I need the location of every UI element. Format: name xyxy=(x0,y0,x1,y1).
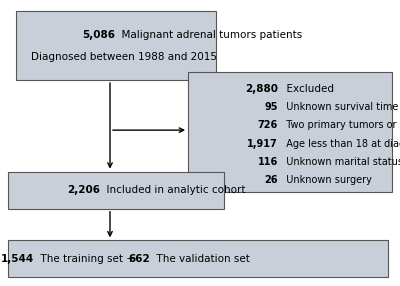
FancyBboxPatch shape xyxy=(188,72,392,192)
Text: 1,917: 1,917 xyxy=(247,139,278,148)
Text: 1,544: 1,544 xyxy=(1,254,34,264)
Text: The validation set: The validation set xyxy=(150,254,250,264)
Text: Included in analytic cohort: Included in analytic cohort xyxy=(100,185,246,195)
Text: 5,086: 5,086 xyxy=(82,30,115,40)
Text: Excluded: Excluded xyxy=(280,84,334,94)
Text: The training set +: The training set + xyxy=(34,254,138,264)
FancyBboxPatch shape xyxy=(16,11,216,80)
Text: Unknown surgery: Unknown surgery xyxy=(280,175,372,185)
Text: Two primary tumors or more: Two primary tumors or more xyxy=(280,120,400,130)
Text: 2,880: 2,880 xyxy=(245,84,278,94)
Text: 116: 116 xyxy=(258,157,278,167)
Text: 662: 662 xyxy=(128,254,150,264)
Text: Diagnosed between 1988 and 2015: Diagnosed between 1988 and 2015 xyxy=(31,52,217,61)
Text: Malignant adrenal tumors patients: Malignant adrenal tumors patients xyxy=(115,30,302,40)
Text: Unknown survival time: Unknown survival time xyxy=(280,102,398,112)
Text: 26: 26 xyxy=(264,175,278,185)
Text: 95: 95 xyxy=(264,102,278,112)
Text: 726: 726 xyxy=(258,120,278,130)
FancyBboxPatch shape xyxy=(8,172,224,209)
FancyBboxPatch shape xyxy=(8,240,388,277)
Text: 2,206: 2,206 xyxy=(67,185,100,195)
Text: Unknown marital status: Unknown marital status xyxy=(280,157,400,167)
Text: Age less than 18 at diagnosis: Age less than 18 at diagnosis xyxy=(280,139,400,148)
